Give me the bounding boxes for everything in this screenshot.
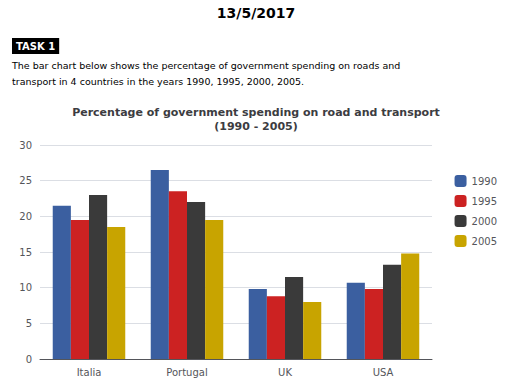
svg-text:transport in 4 countries in th: transport in 4 countries in the years 19… <box>12 76 304 87</box>
svg-text:(1990 - 2005): (1990 - 2005) <box>214 120 298 133</box>
svg-text:2000: 2000 <box>472 216 497 227</box>
svg-text:1995: 1995 <box>472 196 497 207</box>
svg-text:13/5/2017: 13/5/2017 <box>217 5 295 21</box>
svg-text:Portugal: Portugal <box>166 367 207 378</box>
svg-text:2005: 2005 <box>472 236 497 247</box>
svg-text:15: 15 <box>19 247 32 258</box>
svg-text:20: 20 <box>19 211 32 222</box>
svg-text:UK: UK <box>278 367 292 378</box>
svg-text:10: 10 <box>19 282 32 293</box>
svg-text:USA: USA <box>373 367 394 378</box>
svg-text:5: 5 <box>26 318 32 329</box>
svg-text:0: 0 <box>26 354 32 365</box>
svg-text:TASK 1: TASK 1 <box>16 41 55 52</box>
svg-text:1990: 1990 <box>472 176 497 187</box>
svg-text:Italia: Italia <box>77 367 102 378</box>
svg-text:25: 25 <box>19 175 32 186</box>
svg-text:The bar chart below shows the: The bar chart below shows the percentage… <box>11 60 400 71</box>
svg-text:30: 30 <box>19 140 32 151</box>
svg-text:Percentage of government spend: Percentage of government spending on roa… <box>72 106 440 119</box>
